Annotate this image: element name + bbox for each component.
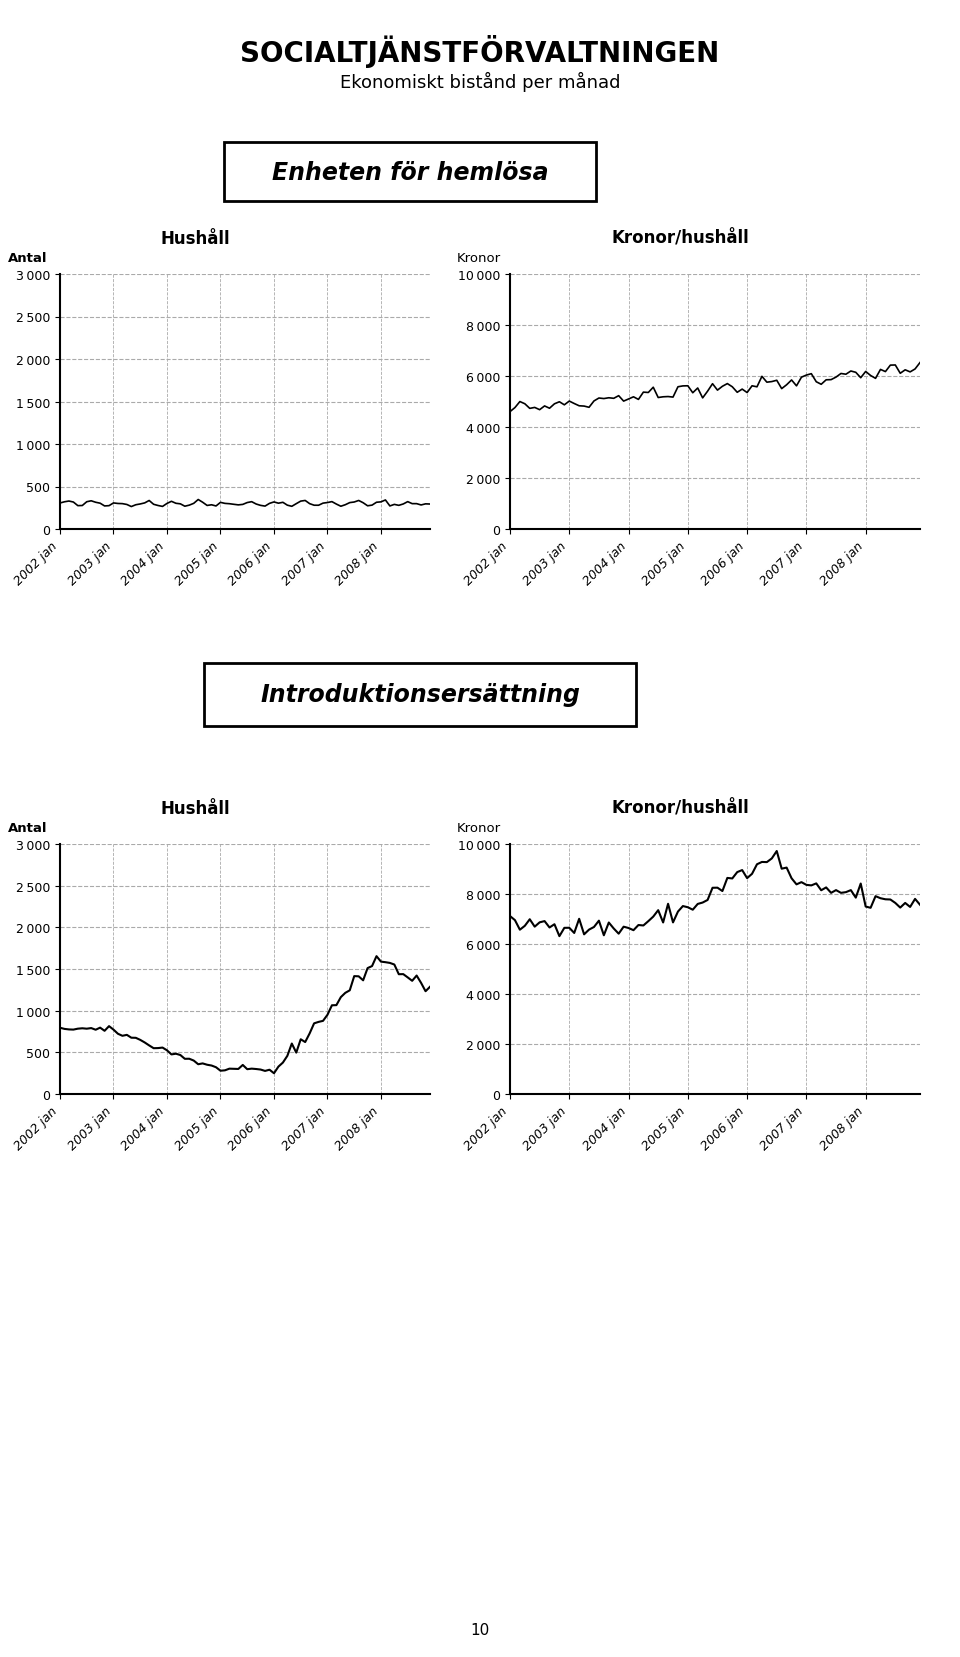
Text: Enheten för hemlösa: Enheten för hemlösa (272, 161, 548, 184)
Text: Hushåll: Hushåll (160, 230, 229, 249)
Text: 10: 10 (470, 1622, 490, 1637)
Text: Ekonomiskt bistånd per månad: Ekonomiskt bistånd per månad (340, 71, 620, 93)
Text: Introduktionsersättning: Introduktionsersättning (260, 683, 580, 706)
Text: Antal: Antal (9, 252, 48, 265)
Text: Antal: Antal (9, 822, 48, 835)
Text: Kronor/hushåll: Kronor/hushåll (612, 800, 749, 817)
Text: Kronor: Kronor (457, 252, 501, 265)
Text: SOCIALTJÄNSTFÖRVALTNINGEN: SOCIALTJÄNSTFÖRVALTNINGEN (240, 35, 720, 68)
FancyBboxPatch shape (224, 143, 596, 202)
Text: Hushåll: Hushåll (160, 800, 229, 817)
Text: Kronor: Kronor (457, 822, 501, 835)
FancyBboxPatch shape (204, 663, 636, 726)
Text: Kronor/hushåll: Kronor/hushåll (612, 230, 749, 249)
